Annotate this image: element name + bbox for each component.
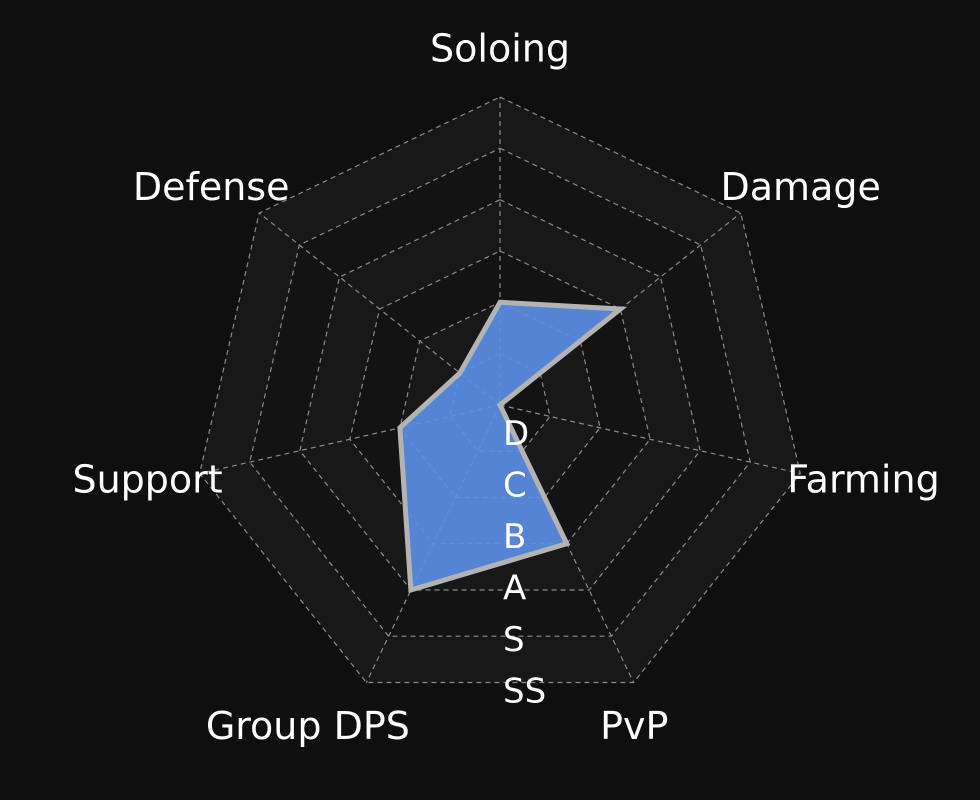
axis-label-group-dps: Group DPS (206, 704, 410, 748)
grid-ring-6 (199, 96, 801, 684)
axis-label-support: Support (72, 458, 222, 502)
spoke-support (199, 404, 501, 475)
axis-label-farming: Farming (787, 458, 939, 502)
series-polygon-0 (397, 299, 628, 594)
radar-axis-labels: Soloing Damage Farming PvP Group DPS Support D… (72, 27, 939, 749)
radar-series (397, 299, 628, 594)
tier-label-b: B (503, 517, 526, 557)
axis-label-damage: Damage (721, 165, 881, 209)
spoke-farming (499, 404, 801, 475)
tier-label-c: C (503, 466, 527, 506)
grid-ring-4 (299, 199, 701, 591)
grid-ring-3 (349, 250, 651, 545)
axis-label-soloing: Soloing (430, 27, 570, 71)
tier-label-d: D (503, 414, 529, 454)
grid-ring-5 (249, 147, 751, 637)
spoke-defense (258, 212, 501, 406)
axis-label-defense: Defense (133, 165, 290, 209)
tier-label-ss: SS (503, 672, 546, 712)
tier-label-s: S (503, 620, 525, 660)
grid-ring-2 (399, 301, 601, 499)
axis-label-pvp: PvP (600, 704, 668, 748)
tier-label-a: A (503, 569, 526, 609)
